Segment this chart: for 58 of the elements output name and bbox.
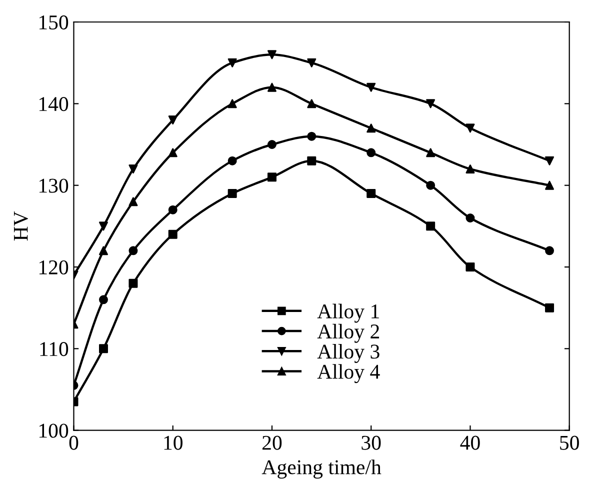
point	[267, 50, 276, 60]
point	[426, 222, 436, 231]
legend-label: Alloy 4	[317, 364, 380, 384]
point	[426, 99, 436, 108]
point	[267, 82, 276, 92]
y-tick-label: 150	[39, 15, 68, 30]
legend-label: Alloy 2	[317, 324, 380, 343]
point	[426, 148, 436, 158]
point	[228, 156, 237, 166]
point	[307, 156, 316, 166]
point	[98, 246, 108, 256]
point	[98, 222, 108, 231]
x-tick-label: 40	[460, 436, 480, 450]
point	[128, 278, 138, 288]
y-tick-label: 140	[39, 97, 68, 112]
point	[466, 213, 475, 222]
point	[168, 148, 178, 158]
y-tick-label: 120	[39, 260, 68, 274]
point	[228, 58, 237, 68]
point	[307, 132, 316, 141]
x-tick-label: 30	[362, 436, 381, 450]
y-tick-label: 110	[40, 342, 68, 356]
legend-label: Alloy 3	[317, 344, 380, 363]
point	[366, 124, 376, 133]
point	[545, 303, 554, 312]
point	[98, 295, 108, 304]
legend-label: Alloy 1	[317, 304, 379, 323]
point	[545, 156, 554, 166]
x-tick-label: 20	[262, 436, 282, 450]
x-tick-label: 10	[164, 436, 182, 450]
point	[307, 58, 316, 68]
x-axis-title: Ageing time/h	[262, 460, 382, 479]
point	[168, 205, 178, 214]
x-tick-label: 50	[560, 436, 579, 450]
point	[545, 246, 554, 256]
y-tick-label: 100	[39, 424, 68, 438]
point	[426, 180, 436, 190]
point	[128, 197, 138, 206]
point	[267, 172, 276, 182]
point	[366, 148, 376, 158]
point	[466, 262, 475, 272]
point	[168, 230, 178, 239]
point	[545, 180, 554, 190]
point	[98, 344, 108, 354]
point	[128, 164, 138, 174]
point	[128, 246, 138, 256]
point	[228, 189, 237, 198]
point	[307, 99, 316, 108]
point	[466, 164, 475, 174]
point	[366, 189, 376, 198]
y-axis-title: HV	[14, 211, 28, 241]
point	[267, 140, 276, 149]
point	[366, 82, 376, 92]
y-tick-label: 130	[39, 178, 68, 193]
point	[466, 124, 475, 133]
x-tick-label: 0	[69, 436, 78, 450]
point	[228, 99, 237, 108]
point	[168, 116, 178, 124]
